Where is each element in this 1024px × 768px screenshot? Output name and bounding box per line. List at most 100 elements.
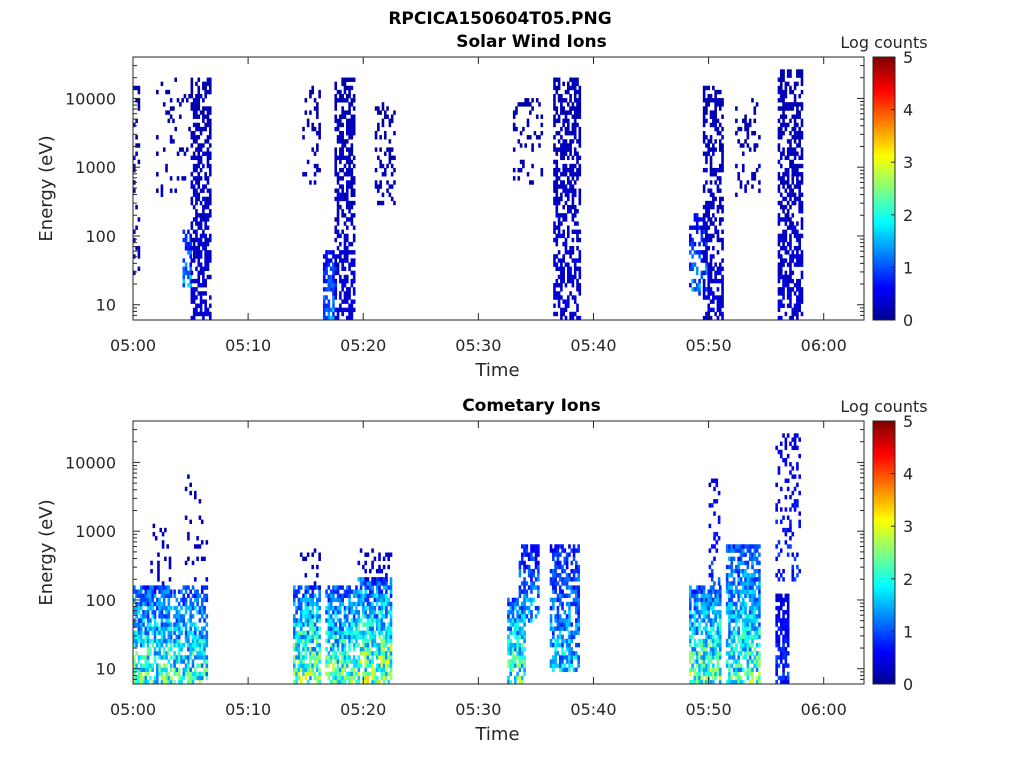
spectrogram-cell <box>789 130 792 136</box>
spectrogram-cell <box>705 597 708 603</box>
spectrogram-cell <box>380 568 384 574</box>
spectrogram-cell <box>142 667 145 672</box>
spectrogram-cell <box>782 106 785 111</box>
spectrogram-cell <box>205 675 209 681</box>
spectrogram-cell <box>386 188 389 193</box>
spectrogram-cell <box>782 675 785 681</box>
spectrogram-cell <box>791 200 795 206</box>
spectrogram-cell <box>197 159 201 165</box>
spectrogram-cell <box>570 622 574 627</box>
spectrogram-cell <box>573 209 577 214</box>
spectrogram-cell <box>698 638 701 644</box>
spectrogram-cell <box>299 610 303 615</box>
spectrogram-cell <box>187 630 190 635</box>
spectrogram-cell <box>714 180 717 185</box>
spectrogram-cell <box>202 311 205 317</box>
spectrogram-cell <box>728 618 731 623</box>
spectrogram-cell <box>567 278 570 284</box>
spectrogram-cell <box>196 589 199 594</box>
spectrogram-cell <box>735 679 738 685</box>
spectrogram-cell <box>800 147 804 152</box>
spectrogram-cell <box>777 618 781 623</box>
spectrogram-cell <box>555 241 559 247</box>
spectrogram-cell <box>511 647 515 652</box>
spectrogram-cell <box>779 626 783 631</box>
spectrogram-cell <box>793 172 797 177</box>
spectrogram-cell <box>175 659 179 664</box>
spectrogram-cell <box>191 642 195 648</box>
spectrogram-cell <box>557 114 561 119</box>
spectrogram-cell <box>728 573 731 578</box>
spectrogram-cell <box>707 618 711 623</box>
spectrogram-cell <box>352 270 356 276</box>
spectrogram-cell <box>327 262 331 267</box>
spectrogram-cell <box>575 626 578 631</box>
spectrogram-cell <box>751 651 754 656</box>
spectrogram-cell <box>348 184 351 189</box>
spectrogram-cell <box>564 299 568 304</box>
spectrogram-cell <box>293 679 296 685</box>
spectrogram-cell <box>716 610 720 615</box>
spectrogram-cell <box>565 552 569 557</box>
spectrogram-cell <box>800 209 804 214</box>
spectrogram-cell <box>322 262 326 267</box>
spectrogram-cell <box>568 634 571 640</box>
spectrogram-cell <box>561 593 564 598</box>
spectrogram-cell <box>197 172 201 177</box>
spectrogram-cell <box>371 548 374 553</box>
spectrogram-cell <box>341 110 344 115</box>
spectrogram-cell <box>177 671 181 677</box>
spectrogram-cell <box>393 155 396 161</box>
spectrogram-cell <box>730 614 734 619</box>
colorbar-segment <box>873 131 895 135</box>
spectrogram-cell <box>165 585 168 590</box>
spectrogram-cell <box>203 610 206 615</box>
spectrogram-cell <box>509 618 513 623</box>
spectrogram-cell <box>725 601 729 607</box>
spectrogram-cell <box>195 217 198 222</box>
spectrogram-cell <box>348 89 351 95</box>
spectrogram-cell <box>199 241 203 247</box>
spectrogram-cell <box>339 167 342 173</box>
spectrogram-cell <box>562 122 565 128</box>
spectrogram-cell <box>343 77 347 82</box>
spectrogram-cell <box>313 98 317 103</box>
spectrogram-cell <box>187 642 190 648</box>
spectrogram-cell <box>297 675 301 681</box>
spectrogram-cell <box>691 630 694 635</box>
spectrogram-cell <box>573 172 577 177</box>
spectrogram-cell <box>327 659 331 664</box>
spectrogram-cell <box>297 630 301 635</box>
spectrogram-cell <box>192 250 196 255</box>
spectrogram-cell <box>350 130 354 136</box>
spectrogram-cell <box>748 667 752 672</box>
spectrogram-cell <box>707 287 711 292</box>
spectrogram-cell <box>334 642 338 648</box>
spectrogram-cell <box>387 647 391 652</box>
spectrogram-cell <box>208 143 212 148</box>
spectrogram-cell <box>142 597 145 603</box>
spectrogram-cell <box>565 638 569 644</box>
spectrogram-cell <box>782 241 785 247</box>
spectrogram-cell <box>798 130 801 136</box>
spectrogram-cell <box>345 663 349 668</box>
spectrogram-cell <box>784 188 788 193</box>
spectrogram-cell <box>352 237 356 243</box>
spectrogram-cell <box>509 638 513 644</box>
spectrogram-cell <box>758 589 761 594</box>
spectrogram-cell <box>555 159 559 165</box>
spectrogram-cell <box>725 577 729 582</box>
spectrogram-cell <box>350 192 354 198</box>
spectrogram-cell <box>784 610 788 615</box>
spectrogram-cell <box>777 663 781 668</box>
spectrogram-cell <box>721 311 724 317</box>
spectrogram-cell <box>782 147 785 152</box>
spectrogram-cell <box>702 85 706 91</box>
spectrogram-cell <box>165 638 168 644</box>
spectrogram-cell <box>553 77 556 82</box>
spectrogram-cell <box>388 139 392 144</box>
spectrogram-cell <box>385 573 388 578</box>
spectrogram-cell <box>779 274 783 280</box>
spectrogram-cell <box>352 122 356 128</box>
spectrogram-cell <box>575 568 578 574</box>
